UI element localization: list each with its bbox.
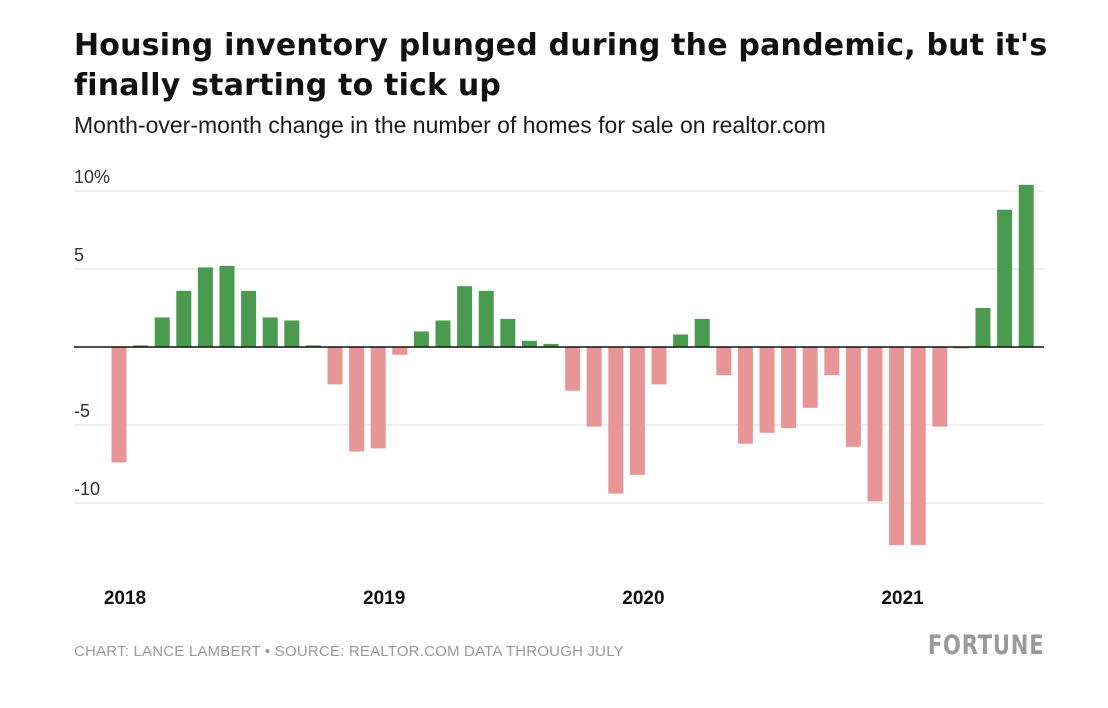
x-tick-label: 2020	[622, 588, 664, 609]
x-tick-labels: 2018 2019 2020 2021	[104, 588, 924, 609]
y-tick-label: -5	[74, 401, 90, 421]
bar-2021-04	[953, 347, 969, 349]
x-tick-label: 2018	[104, 588, 146, 609]
bar-2020-08	[781, 347, 797, 429]
bar-2018-11	[327, 347, 343, 385]
bar-2021-01	[889, 347, 905, 546]
bar-2018-02	[133, 345, 149, 347]
bar-2020-10	[824, 347, 840, 376]
bar-2020-01	[629, 347, 645, 475]
bar-2019-09	[543, 343, 559, 347]
bar-2020-04	[694, 318, 710, 347]
bar-2018-09	[284, 320, 300, 347]
y-tick-labels: 10% 5 -5 -10	[74, 167, 110, 499]
bar-2018-04	[176, 290, 192, 347]
bar-2021-07	[1018, 184, 1034, 347]
bar-2021-02	[910, 347, 926, 546]
x-tick-label: 2019	[363, 588, 405, 609]
bar-2019-11	[586, 347, 602, 427]
bar-2020-11	[845, 347, 861, 447]
bar-2019-06	[478, 290, 494, 347]
bar-2018-08	[262, 317, 278, 347]
bar-2019-04	[435, 320, 451, 347]
bar-2020-02	[651, 347, 667, 385]
bar-2018-10	[305, 345, 321, 347]
y-tick-label: 10%	[74, 167, 110, 187]
bar-2021-03	[932, 347, 948, 427]
y-tick-label: 5	[74, 245, 84, 265]
bar-2019-05	[457, 286, 473, 347]
bar-2020-07	[759, 347, 775, 433]
bar-2020-03	[673, 334, 689, 347]
bar-2019-01	[370, 347, 386, 449]
chart-subtitle: Month-over-month change in the number of…	[74, 112, 826, 138]
bar-2020-12	[867, 347, 883, 502]
bars	[111, 184, 1034, 546]
chart-title: Housing inventory plunged during the pan…	[74, 28, 1048, 103]
bar-2021-05	[975, 308, 991, 347]
bar-2018-01	[111, 347, 127, 463]
x-tick-label: 2021	[881, 588, 924, 609]
chart-credit: CHART: LANCE LAMBERT • SOURCE: REALTOR.C…	[74, 643, 624, 660]
bar-2020-09	[802, 347, 818, 408]
bar-2019-07	[500, 318, 516, 347]
y-tick-label: -10	[74, 479, 100, 499]
bar-2019-02	[392, 347, 408, 355]
bar-2019-12	[608, 347, 624, 494]
bar-2021-06	[997, 209, 1013, 347]
bar-2019-10	[565, 347, 581, 391]
bar-2018-03	[154, 317, 170, 347]
bar-2018-06	[219, 265, 235, 347]
bar-2018-12	[349, 347, 365, 452]
fortune-logo: FORTUNE	[927, 630, 1044, 661]
bar-2020-05	[716, 347, 732, 376]
bar-2019-08	[521, 340, 537, 347]
bar-2020-06	[737, 347, 753, 444]
bar-2019-03	[413, 331, 429, 347]
bar-2018-07	[241, 290, 257, 347]
bar-2018-05	[197, 267, 213, 347]
